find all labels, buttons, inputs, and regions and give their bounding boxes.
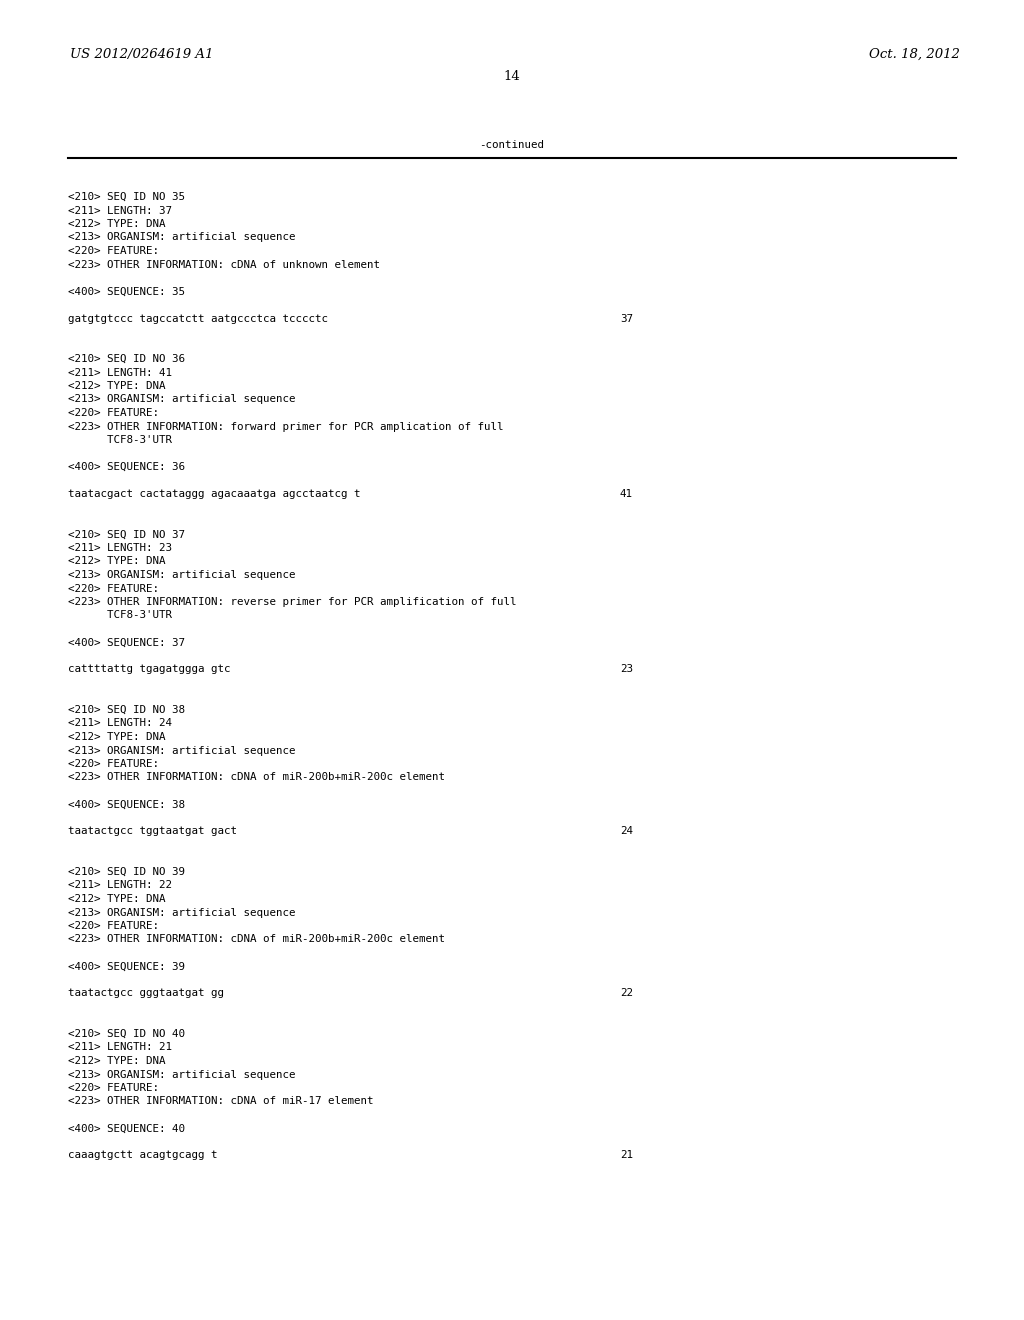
Text: 41: 41 (620, 488, 633, 499)
Text: <400> SEQUENCE: 37: <400> SEQUENCE: 37 (68, 638, 185, 648)
Text: gatgtgtccc tagccatctt aatgccctca tcccctc: gatgtgtccc tagccatctt aatgccctca tcccctc (68, 314, 328, 323)
Text: <223> OTHER INFORMATION: cDNA of miR-200b+miR-200c element: <223> OTHER INFORMATION: cDNA of miR-200… (68, 772, 445, 783)
Text: <210> SEQ ID NO 37: <210> SEQ ID NO 37 (68, 529, 185, 540)
Text: <400> SEQUENCE: 38: <400> SEQUENCE: 38 (68, 800, 185, 809)
Text: <400> SEQUENCE: 40: <400> SEQUENCE: 40 (68, 1123, 185, 1134)
Text: taatactgcc tggtaatgat gact: taatactgcc tggtaatgat gact (68, 826, 237, 837)
Text: <400> SEQUENCE: 35: <400> SEQUENCE: 35 (68, 286, 185, 297)
Text: 24: 24 (620, 826, 633, 837)
Text: <212> TYPE: DNA: <212> TYPE: DNA (68, 894, 166, 904)
Text: Oct. 18, 2012: Oct. 18, 2012 (869, 48, 961, 61)
Text: <212> TYPE: DNA: <212> TYPE: DNA (68, 1056, 166, 1067)
Text: TCF8-3'UTR: TCF8-3'UTR (68, 610, 172, 620)
Text: <223> OTHER INFORMATION: cDNA of miR-200b+miR-200c element: <223> OTHER INFORMATION: cDNA of miR-200… (68, 935, 445, 945)
Text: <210> SEQ ID NO 40: <210> SEQ ID NO 40 (68, 1030, 185, 1039)
Text: taatacgact cactataggg agacaaatga agcctaatcg t: taatacgact cactataggg agacaaatga agcctaa… (68, 488, 360, 499)
Text: cattttattg tgagatggga gtc: cattttattg tgagatggga gtc (68, 664, 230, 675)
Text: <213> ORGANISM: artificial sequence: <213> ORGANISM: artificial sequence (68, 570, 296, 579)
Text: 14: 14 (504, 70, 520, 83)
Text: <220> FEATURE:: <220> FEATURE: (68, 1082, 159, 1093)
Text: <213> ORGANISM: artificial sequence: <213> ORGANISM: artificial sequence (68, 746, 296, 755)
Text: taatactgcc gggtaatgat gg: taatactgcc gggtaatgat gg (68, 989, 224, 998)
Text: <212> TYPE: DNA: <212> TYPE: DNA (68, 219, 166, 228)
Text: <210> SEQ ID NO 39: <210> SEQ ID NO 39 (68, 867, 185, 876)
Text: <223> OTHER INFORMATION: cDNA of miR-17 element: <223> OTHER INFORMATION: cDNA of miR-17 … (68, 1097, 374, 1106)
Text: <400> SEQUENCE: 36: <400> SEQUENCE: 36 (68, 462, 185, 473)
Text: <210> SEQ ID NO 35: <210> SEQ ID NO 35 (68, 191, 185, 202)
Text: 23: 23 (620, 664, 633, 675)
Text: <211> LENGTH: 37: <211> LENGTH: 37 (68, 206, 172, 215)
Text: <211> LENGTH: 22: <211> LENGTH: 22 (68, 880, 172, 891)
Text: <212> TYPE: DNA: <212> TYPE: DNA (68, 733, 166, 742)
Text: <220> FEATURE:: <220> FEATURE: (68, 759, 159, 770)
Text: TCF8-3'UTR: TCF8-3'UTR (68, 436, 172, 445)
Text: <212> TYPE: DNA: <212> TYPE: DNA (68, 381, 166, 391)
Text: <211> LENGTH: 21: <211> LENGTH: 21 (68, 1043, 172, 1052)
Text: 21: 21 (620, 1151, 633, 1160)
Text: US 2012/0264619 A1: US 2012/0264619 A1 (70, 48, 213, 61)
Text: <220> FEATURE:: <220> FEATURE: (68, 921, 159, 931)
Text: <210> SEQ ID NO 36: <210> SEQ ID NO 36 (68, 354, 185, 364)
Text: <212> TYPE: DNA: <212> TYPE: DNA (68, 557, 166, 566)
Text: <223> OTHER INFORMATION: forward primer for PCR amplication of full: <223> OTHER INFORMATION: forward primer … (68, 421, 504, 432)
Text: <220> FEATURE:: <220> FEATURE: (68, 583, 159, 594)
Text: <400> SEQUENCE: 39: <400> SEQUENCE: 39 (68, 961, 185, 972)
Text: <211> LENGTH: 23: <211> LENGTH: 23 (68, 543, 172, 553)
Text: <220> FEATURE:: <220> FEATURE: (68, 408, 159, 418)
Text: -continued: -continued (479, 140, 545, 150)
Text: <220> FEATURE:: <220> FEATURE: (68, 246, 159, 256)
Text: 37: 37 (620, 314, 633, 323)
Text: <213> ORGANISM: artificial sequence: <213> ORGANISM: artificial sequence (68, 232, 296, 243)
Text: <213> ORGANISM: artificial sequence: <213> ORGANISM: artificial sequence (68, 395, 296, 404)
Text: 22: 22 (620, 989, 633, 998)
Text: <210> SEQ ID NO 38: <210> SEQ ID NO 38 (68, 705, 185, 715)
Text: <223> OTHER INFORMATION: cDNA of unknown element: <223> OTHER INFORMATION: cDNA of unknown… (68, 260, 380, 269)
Text: <211> LENGTH: 41: <211> LENGTH: 41 (68, 367, 172, 378)
Text: <223> OTHER INFORMATION: reverse primer for PCR amplification of full: <223> OTHER INFORMATION: reverse primer … (68, 597, 516, 607)
Text: <211> LENGTH: 24: <211> LENGTH: 24 (68, 718, 172, 729)
Text: <213> ORGANISM: artificial sequence: <213> ORGANISM: artificial sequence (68, 1069, 296, 1080)
Text: <213> ORGANISM: artificial sequence: <213> ORGANISM: artificial sequence (68, 908, 296, 917)
Text: caaagtgctt acagtgcagg t: caaagtgctt acagtgcagg t (68, 1151, 217, 1160)
